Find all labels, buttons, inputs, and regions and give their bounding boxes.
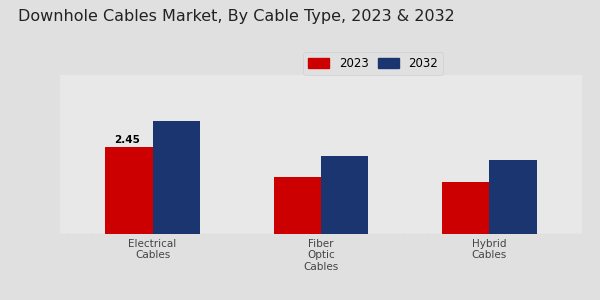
Text: 2.45: 2.45 (115, 135, 140, 145)
Bar (490, 160, 536, 234)
Bar (106, 147, 152, 234)
Bar (152, 121, 200, 234)
Text: Downhole Cables Market, By Cable Type, 2023 & 2032: Downhole Cables Market, By Cable Type, 2… (18, 9, 455, 24)
Bar (274, 178, 321, 234)
Bar (321, 156, 368, 234)
Bar (442, 182, 490, 234)
Legend: 2023, 2032: 2023, 2032 (304, 52, 443, 75)
